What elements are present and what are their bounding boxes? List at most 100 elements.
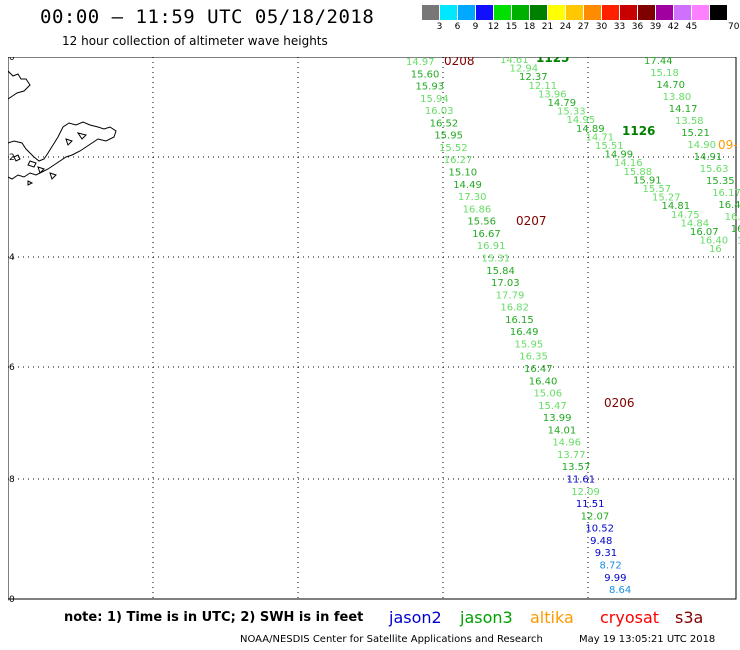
swh-value: 16.07 [690, 227, 719, 238]
swh-value: 16.17 [712, 188, 740, 199]
swh-value: 16.52 [430, 118, 459, 129]
swh-value: 10.52 [585, 524, 614, 535]
swh-value: 15.10 [448, 168, 477, 179]
y-tick-label: -50 [8, 57, 15, 63]
swh-value: 16.03 [425, 106, 454, 117]
legend-altika: altika [530, 608, 574, 627]
y-tick-label: -56 [8, 363, 15, 373]
swh-value: 16 [709, 244, 722, 255]
swh-value: 12.07 [581, 511, 610, 522]
swh-value: 14.99 [605, 150, 634, 161]
swh-value: 16 [737, 236, 740, 247]
swh-value: 13.57 [562, 462, 591, 473]
legend-jason3: jason3 [460, 608, 513, 627]
swh-value: 17.30 [458, 192, 487, 203]
color-swatch [422, 5, 439, 20]
track-id-label: 09- [718, 138, 738, 152]
color-swatch [620, 5, 637, 20]
swh-value: 14.49 [453, 180, 482, 191]
swh-value: 15.94 [420, 94, 449, 105]
color-swatch [494, 5, 511, 20]
swh-value: 17.03 [491, 278, 520, 289]
swh-value: 16.40 [700, 236, 729, 247]
swh-value: 14.79 [548, 98, 577, 109]
axis-tick-labels: -60-57-54-51-48-45-50-52-54-56-58-60 [8, 57, 15, 605]
swh-value: 15.51 [595, 141, 624, 152]
swh-value: 15.88 [624, 167, 653, 178]
swh-value: 14.89 [576, 124, 605, 135]
swh-value: 15.18 [650, 68, 679, 79]
swh-value: 8.64 [609, 585, 631, 596]
color-swatch [638, 5, 655, 20]
swh-value: 15.95 [515, 339, 544, 350]
swh-value: 16.49 [718, 200, 740, 211]
legend-cryosat: cryosat [600, 608, 660, 627]
color-scale-tick: 45 [685, 22, 698, 32]
color-scale-tick: 33 [613, 22, 626, 32]
swh-value: 13.80 [663, 92, 692, 103]
swh-value: 15.21 [681, 128, 710, 139]
footnote: note: 1) Time is in UTC; 2) SWH is in fe… [64, 610, 363, 625]
swh-value: 16.67 [472, 229, 501, 240]
swh-value: 16.07 [725, 212, 740, 223]
legend-jason2: jason2 [389, 608, 442, 627]
color-scale-tick: 42 [667, 22, 680, 32]
track-id-label: 1125 [536, 57, 569, 65]
map-plot: -60-57-54-51-48-45-50-52-54-56-58-60 14.… [8, 57, 740, 605]
swh-value: 15.52 [439, 143, 468, 154]
y-tick-label: -54 [8, 253, 15, 263]
color-scale-tick: 30 [595, 22, 608, 32]
swh-value: 15.63 [700, 164, 729, 175]
chart-title: 00:00 – 11:59 UTC 05/18/2018 [40, 6, 375, 28]
legend-s3a: s3a [675, 608, 704, 627]
map-border [8, 57, 737, 600]
color-scale-tick: 12 [487, 22, 500, 32]
color-scale-unit: 70 (ft) [728, 22, 740, 32]
track-id-label: 1126 [622, 124, 655, 138]
swh-value: 11.61 [566, 475, 595, 486]
swh-value: 14.97 [406, 57, 435, 68]
color-swatch [530, 5, 547, 20]
color-swatch [440, 5, 457, 20]
swh-value: 15.93 [415, 82, 444, 93]
swh-value: 11.51 [576, 499, 605, 510]
swh-value: 15.47 [538, 401, 567, 412]
color-scale-tick: 36 [631, 22, 644, 32]
color-swatch [476, 5, 493, 20]
track-id-label: 0207 [516, 214, 547, 228]
swh-value: 16.15 [505, 315, 534, 326]
swh-value: 16.86 [463, 204, 492, 215]
track-id-labels: 0208 1125 1126 0207 0206 09- [444, 57, 738, 410]
swh-value: 15.35 [706, 176, 735, 187]
color-swatch [458, 5, 475, 20]
swh-value: 14.84 [681, 218, 710, 229]
color-swatch [656, 5, 673, 20]
swh-value: 12.09 [571, 487, 600, 498]
chart-subtitle: 12 hour collection of altimeter wave hei… [62, 34, 328, 48]
swh-value: 14.95 [567, 115, 596, 126]
swh-value: 14.16 [614, 158, 643, 169]
swh-value: 15.91 [633, 175, 662, 186]
swh-value: 17.44 [644, 57, 673, 67]
color-scale-tick: 21 [541, 22, 554, 32]
swh-value: 15.33 [557, 107, 586, 118]
y-tick-label: -52 [8, 153, 15, 163]
swh-value: 15.31 [482, 253, 511, 264]
swh-value: 15.84 [486, 266, 515, 277]
swh-value: 16.35 [519, 352, 548, 363]
swh-value: 13.99 [543, 413, 572, 424]
swh-value: 9.31 [595, 548, 617, 559]
swh-value: 14.17 [669, 104, 698, 115]
swh-value: 14.70 [656, 80, 685, 91]
swh-value: 17.79 [496, 290, 525, 301]
swh-value: 15.60 [411, 69, 440, 80]
swh-value: 9.48 [590, 536, 612, 547]
swh-value: 14.01 [548, 425, 577, 436]
color-scale-tick: 6 [454, 22, 461, 32]
track-id-label: 0208 [444, 57, 475, 68]
swh-value: 8.72 [600, 560, 622, 571]
swh-value: 16.49 [510, 327, 539, 338]
swh-value: 16.91 [477, 241, 506, 252]
swh-value: 12.94 [510, 64, 539, 75]
